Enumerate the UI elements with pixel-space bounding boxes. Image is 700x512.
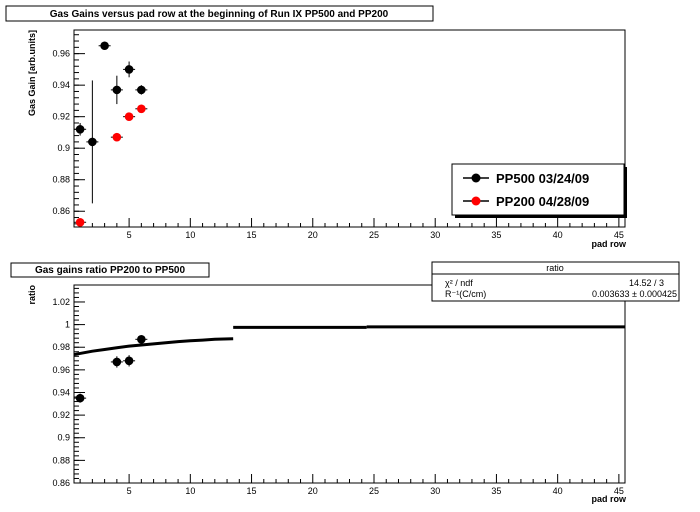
x-tick-label: 35 <box>491 486 501 496</box>
legend-pp200-label: PP200 04/28/09 <box>496 194 589 209</box>
x-tick-label: 45 <box>614 230 624 240</box>
y-tick-label: 1 <box>65 320 70 330</box>
fit-chi2-label: χ² / ndf <box>445 278 473 288</box>
x-tick-label: 10 <box>185 486 195 496</box>
pp500-point-marker <box>100 41 109 51</box>
pp500-point-marker <box>124 65 134 74</box>
x-tick-label: 30 <box>430 230 440 240</box>
ratio-point-marker <box>112 357 122 367</box>
x-tick-label: 25 <box>369 486 379 496</box>
bottom-axis-ticks: 5 10 15 20 25 30 35 40 45 0.86 0.88 0.9 0.92 0.94 0.96… <box>52 287 624 496</box>
y-tick-label: 1.02 <box>52 297 70 307</box>
top-data-points <box>74 41 148 227</box>
pp500-point-marker <box>137 85 146 95</box>
legend-pp200-marker <box>471 196 481 206</box>
pp200-point-marker <box>75 217 85 227</box>
fit-param-value: 0.003633 ± 0.000425 <box>592 289 677 299</box>
ratio-point-marker <box>137 335 146 344</box>
top-y-axis-label: Gas Gain [arb.units] <box>27 30 37 116</box>
x-tick-label: 35 <box>491 230 501 240</box>
pp500-point-marker <box>88 137 97 147</box>
y-tick-label: 0.88 <box>52 455 70 465</box>
top-chart-title: Gas Gains versus pad row at the beginnin… <box>50 9 389 20</box>
fit-stats-name: ratio <box>546 263 564 273</box>
x-tick-label: 40 <box>553 486 563 496</box>
y-tick-label: 0.9 <box>57 143 70 153</box>
top-title-box <box>5 5 434 22</box>
x-tick-label: 20 <box>308 230 318 240</box>
bottom-panel: Gas gains ratio PP200 to PP500 ratio pad… <box>10 261 680 504</box>
top-panel: Gas Gains versus pad row at the beginnin… <box>5 5 627 249</box>
y-tick-label: 0.96 <box>52 49 70 59</box>
y-tick-label: 0.94 <box>52 387 70 397</box>
legend-box <box>451 163 625 216</box>
y-tick-label: 0.9 <box>57 433 70 443</box>
y-tick-label: 0.86 <box>52 478 70 488</box>
y-tick-label: 0.98 <box>52 342 70 352</box>
bottom-data-points <box>73 325 625 403</box>
x-tick-label: 5 <box>127 230 132 240</box>
y-tick-label: 0.92 <box>52 112 70 122</box>
bottom-title-box <box>10 262 210 278</box>
fit-stats-frame <box>431 261 680 302</box>
bottom-x-axis-label: pad row <box>591 494 627 504</box>
y-tick-label: 0.92 <box>52 410 70 420</box>
x-tick-label: 15 <box>247 486 257 496</box>
bottom-y-axis-label: ratio <box>27 285 37 305</box>
fit-param-label: R⁻¹(C/cm) <box>445 289 486 299</box>
y-tick-label: 0.88 <box>52 175 70 185</box>
bottom-chart-title: Gas gains ratio PP200 to PP500 <box>35 265 186 276</box>
x-tick-label: 15 <box>247 230 257 240</box>
fit-chi2-value: 14.52 / 3 <box>629 278 664 288</box>
fit-stats-box: ratio χ² / ndf 14.52 / 3 R⁻¹(C/cm) 0.003… <box>431 261 680 302</box>
y-tick-label: 0.94 <box>52 80 70 90</box>
x-tick-label: 20 <box>308 486 318 496</box>
legend-pp500-label: PP500 03/24/09 <box>496 171 589 186</box>
x-tick-label: 40 <box>553 230 563 240</box>
x-tick-label: 45 <box>614 486 624 496</box>
x-tick-label: 30 <box>430 486 440 496</box>
legend-pp500-marker <box>471 173 481 183</box>
y-tick-label: 0.96 <box>52 365 70 375</box>
pp500-point-marker <box>112 85 122 95</box>
pp200-point-marker <box>112 132 122 142</box>
bottom-plot-frame <box>73 284 626 484</box>
ratio-point-marker <box>75 393 85 403</box>
ratio-point-marker <box>124 356 134 366</box>
top-x-axis-label: pad row <box>591 239 627 249</box>
pp500-point-marker <box>75 124 85 134</box>
pp200-point-marker <box>137 104 146 114</box>
x-tick-label: 25 <box>369 230 379 240</box>
fit-curve <box>73 337 234 357</box>
x-tick-label: 10 <box>185 230 195 240</box>
y-tick-label: 0.86 <box>52 206 70 216</box>
top-legend: PP500 03/24/09 PP200 04/28/09 <box>451 163 627 218</box>
top-axis-ticks: 5 10 15 20 25 30 35 40 45 0.86 0.88 0.9 0.92 0.94 0.96 <box>52 34 624 240</box>
pp200-point-marker <box>124 112 134 121</box>
x-tick-label: 5 <box>127 486 132 496</box>
